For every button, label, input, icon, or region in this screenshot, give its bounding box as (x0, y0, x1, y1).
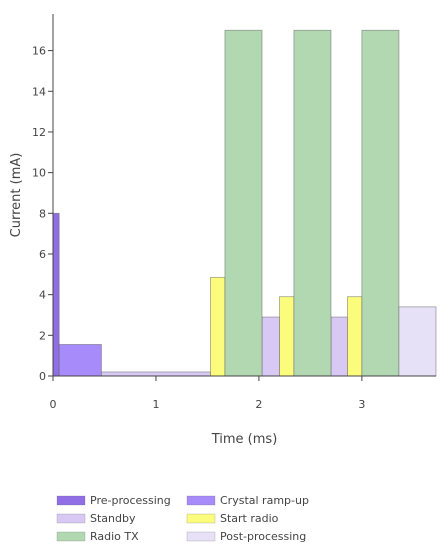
legend-swatch-pre-processing (56, 495, 86, 506)
bar-standby-3 (330, 316, 348, 377)
bar-radio-tx-3 (361, 29, 400, 377)
bar-radio-tx-1 (224, 29, 263, 377)
axes-layer (52, 14, 436, 377)
x-tick-label: 0 (50, 398, 57, 411)
y-tick-label: 4 (39, 289, 46, 302)
legend-label-pre-processing: Pre-processing (90, 494, 171, 507)
bar-standby-1 (100, 371, 211, 377)
y-tick-label: 2 (39, 329, 46, 342)
legend-label-post-processing: Post-processing (220, 530, 306, 543)
legend-label-start-radio: Start radio (220, 512, 279, 525)
y-tick-label: 12 (32, 126, 46, 139)
legend: Pre-processing Crystal ramp-up Standby Star… (56, 494, 309, 543)
legend-label-standby: Standby (90, 512, 136, 525)
legend-label-crystal-ramp-up: Crystal ramp-up (220, 494, 309, 507)
y-tick-label: 10 (32, 167, 46, 180)
x-tick-label: 3 (358, 398, 365, 411)
bar-standby-2 (261, 316, 280, 377)
bar-start-radio-3 (347, 296, 363, 377)
legend-swatch-standby (56, 513, 86, 524)
legend-swatch-post-processing (186, 531, 216, 542)
legend-swatch-radio-tx (56, 531, 86, 542)
y-ticks: 0 2 4 6 8 10 12 14 16 (32, 45, 53, 383)
bar-post-processing-1 (398, 306, 437, 377)
y-tick-label: 16 (32, 45, 46, 58)
bars-layer (52, 29, 437, 377)
y-tick-label: 0 (39, 370, 46, 383)
y-tick-label: 6 (39, 248, 46, 261)
y-axis-title: Current (mA) (9, 153, 24, 238)
bar-radio-tx-2 (293, 29, 332, 377)
legend-swatch-start-radio (186, 513, 216, 524)
x-axis-title: Time (ms) (211, 432, 278, 447)
x-ticks: 0 1 2 3 (50, 376, 365, 411)
legend-label-radio-tx: Radio TX (90, 530, 139, 543)
bar-start-radio-2 (279, 296, 295, 377)
bar-crystal-ramp-up-1 (58, 344, 102, 377)
y-tick-label: 8 (39, 207, 46, 220)
bar-start-radio-1 (210, 276, 226, 377)
y-tick-label: 14 (32, 85, 46, 98)
x-tick-label: 2 (255, 398, 262, 411)
bar-pre-processing-1 (52, 212, 60, 377)
legend-swatch-crystal-ramp-up (186, 495, 216, 506)
x-tick-label: 1 (152, 398, 159, 411)
